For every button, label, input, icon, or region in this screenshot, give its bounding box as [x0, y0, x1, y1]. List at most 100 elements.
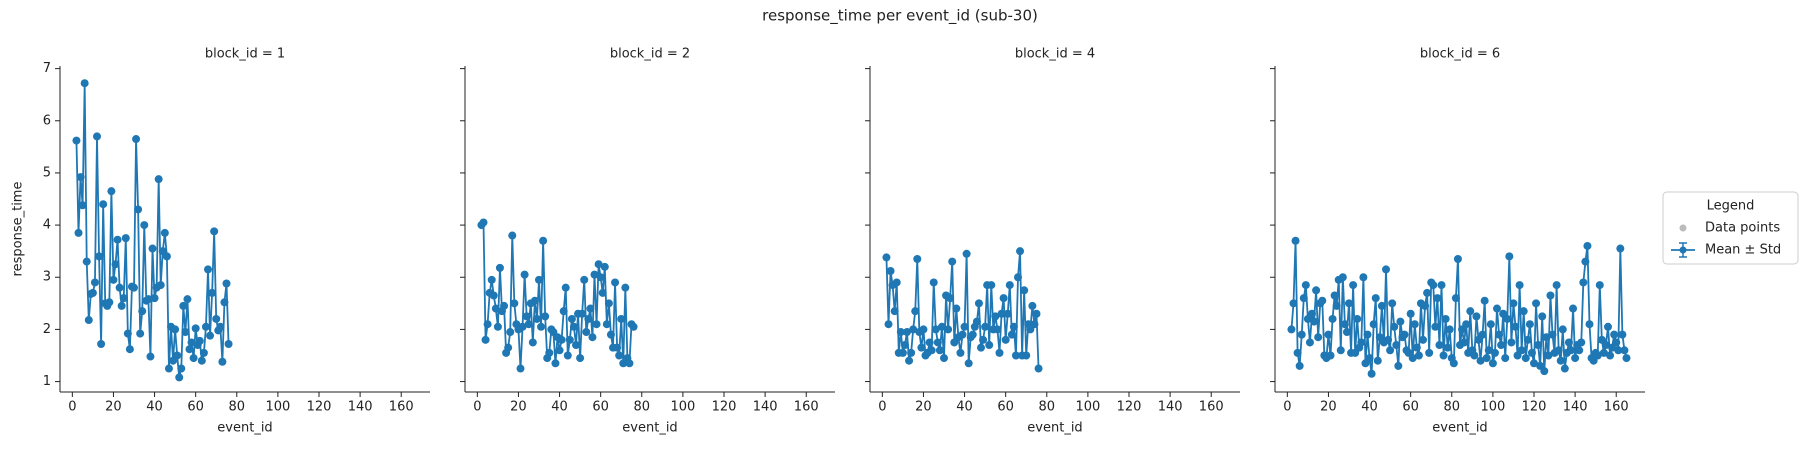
data-point [1441, 314, 1450, 323]
data-point [565, 335, 574, 344]
data-point [191, 324, 200, 333]
data-point [117, 301, 126, 310]
data-point [944, 325, 953, 334]
data-point [886, 266, 895, 275]
x-tick-label: 20 [1320, 400, 1337, 415]
data-point [1009, 322, 1018, 331]
data-point [516, 364, 525, 373]
data-point [952, 304, 961, 313]
data-point [602, 320, 611, 329]
data-point [911, 307, 920, 316]
data-point [1034, 364, 1043, 373]
data-point [1505, 252, 1514, 261]
data-point [1377, 301, 1386, 310]
data-point [892, 278, 901, 287]
data-point [506, 328, 515, 337]
data-point [1373, 356, 1382, 365]
x-tick-label: 120 [1522, 400, 1547, 415]
data-point [956, 348, 965, 357]
data-point [522, 312, 531, 321]
data-point [606, 330, 615, 339]
data-point [1569, 304, 1578, 313]
data-point [1289, 299, 1298, 308]
data-point [964, 359, 973, 368]
data-point [140, 221, 149, 230]
data-point [504, 343, 513, 352]
data-point [931, 325, 940, 334]
data-point [1527, 348, 1536, 357]
data-point [981, 322, 990, 331]
data-point [1593, 351, 1602, 360]
data-point [1382, 265, 1390, 274]
data-point [125, 345, 134, 354]
data-point [1476, 356, 1485, 365]
x-tick-label: 100 [1075, 400, 1100, 415]
data-point [1577, 338, 1586, 347]
data-point [1616, 244, 1625, 253]
data-point [600, 262, 609, 271]
data-point [1020, 286, 1029, 295]
data-point [535, 275, 543, 284]
data-point [629, 322, 638, 331]
data-point [1585, 320, 1594, 329]
data-point [175, 373, 184, 382]
data-point [999, 294, 1008, 303]
data-point [1390, 322, 1399, 331]
data-point [545, 348, 554, 357]
data-point [588, 333, 597, 342]
data-point [1431, 322, 1440, 331]
data-point [1421, 301, 1430, 310]
data-point [1523, 335, 1532, 344]
data-point [1509, 299, 1518, 308]
data-point [594, 260, 603, 269]
data-point [572, 341, 580, 350]
data-point [993, 325, 1002, 334]
data-point [929, 278, 938, 287]
data-point [1396, 317, 1405, 326]
data-point [927, 346, 936, 355]
data-point [148, 244, 157, 253]
data-point [991, 312, 1000, 321]
data-point [1345, 299, 1353, 308]
data-point [185, 345, 194, 354]
data-point [181, 328, 190, 337]
data-point [97, 340, 106, 349]
data-point [561, 283, 570, 292]
data-point [903, 328, 911, 337]
y-tick-label: 4 [43, 218, 51, 233]
data-point [156, 281, 165, 290]
data-point [195, 336, 204, 345]
data-point [150, 294, 159, 303]
data-point [1462, 320, 1471, 329]
data-point [121, 234, 130, 243]
data-point [1299, 294, 1308, 303]
data-point [74, 228, 83, 237]
legend-marker [1679, 224, 1687, 232]
y-tick-label: 2 [43, 322, 51, 337]
data-point [1501, 354, 1510, 363]
data-point [1449, 359, 1458, 368]
data-point [162, 252, 171, 261]
data-point [1503, 314, 1512, 323]
data-point [1542, 333, 1551, 342]
data-point [187, 338, 196, 347]
data-point [1445, 325, 1454, 334]
data-point [88, 288, 97, 297]
data-point [1546, 291, 1555, 300]
data-point [1022, 351, 1031, 360]
data-point [882, 253, 891, 262]
data-point [177, 364, 186, 373]
data-point [212, 314, 221, 323]
data-point [530, 296, 539, 305]
legend-label: Data points [1705, 221, 1780, 236]
data-point [1560, 364, 1569, 373]
x-axis-label: event_id [1027, 421, 1082, 436]
data-point [997, 309, 1006, 318]
data-point [1400, 330, 1409, 339]
data-point [1604, 322, 1612, 331]
data-point [99, 200, 108, 209]
data-point [154, 175, 163, 184]
data-point [1305, 338, 1314, 347]
x-axis-label: event_id [1432, 421, 1487, 436]
